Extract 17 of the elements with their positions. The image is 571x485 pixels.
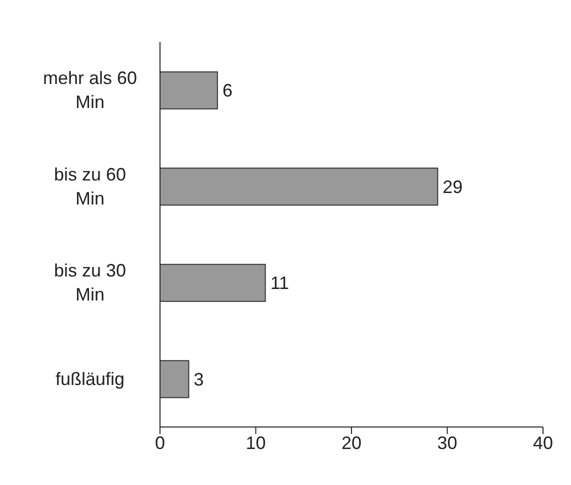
x-tick-label: 0	[154, 432, 166, 453]
bar	[160, 360, 190, 398]
bar	[160, 264, 266, 302]
bar	[160, 168, 438, 206]
data-label: 29	[442, 176, 463, 197]
x-tick-label: 30	[437, 432, 458, 453]
y-tick-label: fußläufig	[55, 368, 125, 389]
x-tick-label: 20	[341, 432, 362, 453]
x-tick-label: 10	[246, 432, 266, 453]
data-label: 11	[270, 273, 290, 294]
y-tick-label: bis zu 60 Min	[54, 164, 126, 208]
bar	[160, 71, 218, 110]
x-tick-label: 40	[532, 432, 554, 453]
y-tick-label: mehr als 60 Min	[42, 68, 138, 112]
data-label: 6	[222, 80, 232, 101]
y-tick-label: bis zu 30 Min	[54, 260, 126, 305]
data-label: 3	[194, 369, 204, 390]
